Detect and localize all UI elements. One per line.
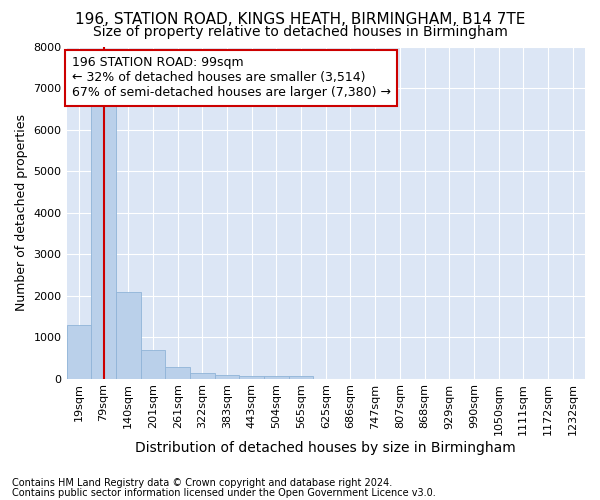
Text: Contains public sector information licensed under the Open Government Licence v3: Contains public sector information licen… — [12, 488, 436, 498]
Bar — [289, 376, 313, 378]
Bar — [140, 350, 165, 378]
Text: Size of property relative to detached houses in Birmingham: Size of property relative to detached ho… — [92, 25, 508, 39]
Text: 196, STATION ROAD, KINGS HEATH, BIRMINGHAM, B14 7TE: 196, STATION ROAD, KINGS HEATH, BIRMINGH… — [75, 12, 525, 28]
Bar — [165, 366, 190, 378]
Bar — [91, 104, 116, 378]
Text: 196 STATION ROAD: 99sqm
← 32% of detached houses are smaller (3,514)
67% of semi: 196 STATION ROAD: 99sqm ← 32% of detache… — [72, 56, 391, 100]
X-axis label: Distribution of detached houses by size in Birmingham: Distribution of detached houses by size … — [136, 441, 516, 455]
Y-axis label: Number of detached properties: Number of detached properties — [15, 114, 28, 311]
Bar — [239, 376, 264, 378]
Bar — [116, 292, 140, 378]
Bar — [67, 324, 91, 378]
Bar — [264, 376, 289, 378]
Bar — [190, 373, 215, 378]
Bar — [215, 375, 239, 378]
Text: Contains HM Land Registry data © Crown copyright and database right 2024.: Contains HM Land Registry data © Crown c… — [12, 478, 392, 488]
